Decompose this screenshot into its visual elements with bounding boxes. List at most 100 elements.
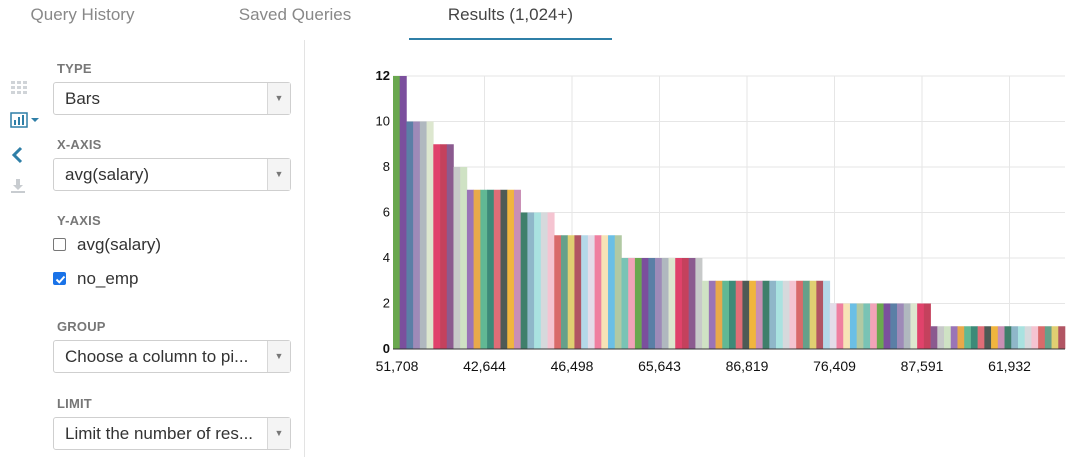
- checkmark-icon: [55, 275, 66, 284]
- bar-chart: 0 2 4 6 8 10 12 51,708 42,644 46,498 65,643 86,819 7…: [376, 68, 1066, 374]
- bar: [641, 258, 649, 349]
- bar: [735, 280, 743, 349]
- bar: [688, 258, 696, 349]
- tab-query-history[interactable]: Query History: [30, 5, 135, 24]
- bar: [406, 121, 414, 349]
- group-label: GROUP: [57, 319, 106, 334]
- limit-label: LIMIT: [57, 396, 92, 411]
- bar: [796, 280, 804, 349]
- bar: [1024, 326, 1032, 349]
- bar: [816, 280, 824, 349]
- bar: [460, 167, 468, 349]
- bar: [1038, 326, 1046, 349]
- x-axis-label: X-AXIS: [57, 137, 102, 152]
- bar: [1044, 326, 1052, 349]
- bar: [675, 258, 683, 349]
- bar: [655, 258, 663, 349]
- checkbox-no-emp[interactable]: [53, 272, 66, 285]
- bar: [930, 326, 938, 349]
- bar: [399, 76, 407, 349]
- bar-chart-icon[interactable]: [10, 112, 39, 132]
- bar: [540, 212, 548, 349]
- bar: [897, 303, 905, 349]
- bar: [849, 303, 857, 349]
- bar: [917, 303, 925, 349]
- bar: [769, 280, 777, 349]
- bar: [883, 303, 891, 349]
- bar: [440, 144, 448, 349]
- chart-type-value: Bars: [65, 89, 100, 108]
- bar: [567, 235, 575, 349]
- bar: [977, 326, 985, 349]
- x-axis-select[interactable]: avg(salary) ▼: [53, 158, 291, 191]
- bar: [742, 280, 750, 349]
- bar: [776, 280, 784, 349]
- dropdown-arrow-icon: ▼: [267, 83, 290, 114]
- bar: [870, 303, 878, 349]
- bar: [984, 326, 992, 349]
- bar: [433, 144, 441, 349]
- checkbox-avg-salary[interactable]: [53, 238, 66, 251]
- x-tick-label: 86,819: [726, 358, 769, 374]
- group-value: Choose a column to pi...: [65, 347, 249, 366]
- bar: [937, 326, 945, 349]
- y-axis-label: Y-AXIS: [57, 213, 101, 228]
- bar: [970, 326, 978, 349]
- bar: [856, 303, 864, 349]
- limit-value: Limit the number of res...: [65, 424, 254, 443]
- bar: [923, 303, 931, 349]
- bar: [446, 144, 454, 349]
- chevron-left-icon[interactable]: [10, 146, 34, 166]
- bar: [628, 258, 636, 349]
- bar: [1017, 326, 1025, 349]
- bar: [608, 235, 616, 349]
- bar: [601, 235, 609, 349]
- bar: [1004, 326, 1012, 349]
- bar: [823, 280, 831, 349]
- download-icon[interactable]: [10, 178, 34, 198]
- bar: [480, 189, 488, 349]
- bar: [621, 258, 629, 349]
- bar: [903, 303, 911, 349]
- bar: [466, 189, 474, 349]
- bar: [829, 303, 837, 349]
- x-tick-label: 65,643: [638, 358, 681, 374]
- bar: [836, 303, 844, 349]
- bar: [910, 303, 918, 349]
- y-tick-label: 2: [383, 296, 390, 311]
- group-select[interactable]: Choose a column to pi... ▼: [53, 340, 291, 373]
- grid-icon[interactable]: [10, 80, 34, 100]
- tab-results[interactable]: Results (1,024+): [409, 0, 612, 40]
- bar: [789, 280, 797, 349]
- y-axis-option-label: avg(salary): [77, 235, 162, 254]
- bar: [393, 76, 401, 349]
- bar: [843, 303, 851, 349]
- bar: [587, 235, 595, 349]
- bar: [1031, 326, 1039, 349]
- bar: [473, 189, 481, 349]
- bar: [695, 258, 703, 349]
- bar: [614, 235, 622, 349]
- chart-type-select[interactable]: Bars ▼: [53, 82, 291, 115]
- bar: [722, 280, 730, 349]
- tab-saved-queries[interactable]: Saved Queries: [238, 5, 352, 24]
- x-tick-label: 51,708: [376, 358, 419, 374]
- bar: [681, 258, 689, 349]
- bar: [991, 326, 999, 349]
- bar: [500, 189, 508, 349]
- limit-select[interactable]: Limit the number of res... ▼: [53, 417, 291, 450]
- y-tick-label: 4: [383, 250, 390, 265]
- x-tick-label: 46,498: [551, 358, 594, 374]
- bar: [594, 235, 602, 349]
- x-axis-value: avg(salary): [65, 165, 150, 184]
- bar: [534, 212, 542, 349]
- bar: [755, 280, 763, 349]
- bar: [426, 121, 434, 349]
- x-tick-label: 76,409: [813, 358, 856, 374]
- bar: [547, 212, 555, 349]
- bar: [527, 212, 535, 349]
- bar: [648, 258, 656, 349]
- y-tick-label: 10: [376, 114, 390, 129]
- bar: [997, 326, 1005, 349]
- x-tick-label: 87,591: [901, 358, 944, 374]
